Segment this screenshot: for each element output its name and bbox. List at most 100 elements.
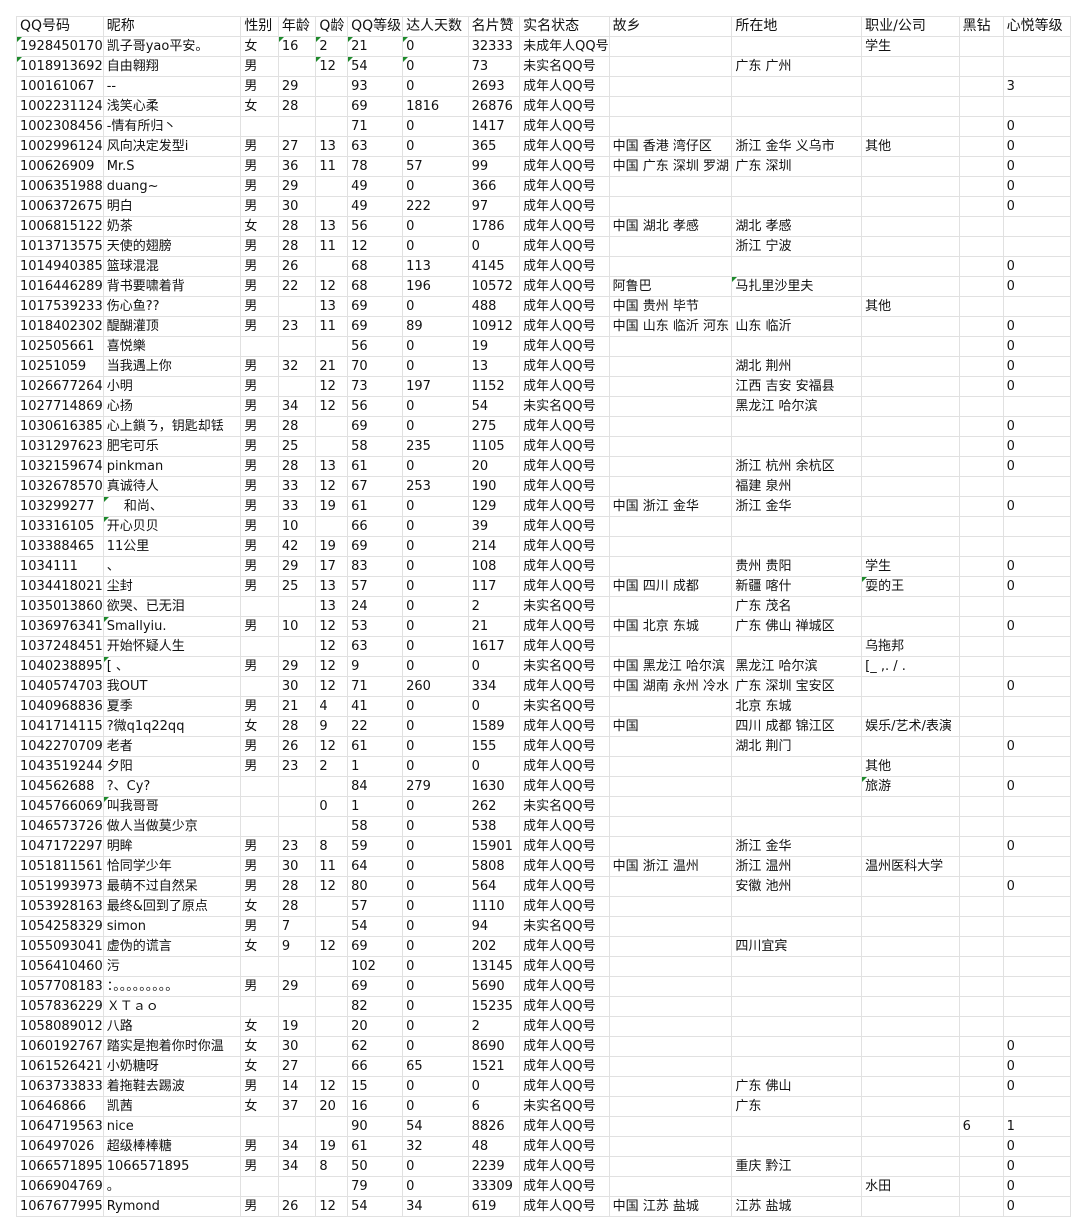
cell-black-diamond[interactable]: [958, 616, 1004, 637]
cell-qq-level[interactable]: 54: [347, 56, 404, 77]
cell-black-diamond[interactable]: [958, 816, 1004, 837]
cell-qq-age[interactable]: 12: [315, 56, 349, 77]
cell-qq-age[interactable]: [315, 996, 349, 1017]
cell-gender[interactable]: [240, 776, 279, 797]
cell-age[interactable]: [277, 776, 317, 797]
cell-xinyue-level[interactable]: [1002, 936, 1071, 957]
cell-xinyue-level[interactable]: [1002, 816, 1071, 837]
cell-black-diamond[interactable]: [958, 856, 1004, 877]
cell-age[interactable]: 29: [277, 976, 317, 997]
cell-realname-status[interactable]: 成年人QQ号: [519, 376, 610, 397]
cell-age[interactable]: 30: [277, 676, 317, 697]
cell-realname-status[interactable]: 成年人QQ号: [519, 1196, 610, 1217]
cell-hometown[interactable]: 中国 黑龙江 哈尔滨: [608, 656, 733, 677]
cell-card-likes[interactable]: 21: [467, 616, 521, 637]
cell-occupation[interactable]: [861, 156, 960, 177]
cell-occupation[interactable]: [861, 416, 960, 437]
cell-qq-number[interactable]: 1055093041: [16, 936, 104, 957]
cell-occupation[interactable]: [861, 616, 960, 637]
cell-qq-level[interactable]: 69: [347, 296, 404, 317]
cell-realname-status[interactable]: 成年人QQ号: [519, 156, 610, 177]
cell-age[interactable]: 28: [277, 236, 317, 257]
cell-qq-level[interactable]: 54: [347, 1196, 404, 1217]
cell-expert-days[interactable]: 279: [402, 776, 469, 797]
cell-card-likes[interactable]: 39: [467, 516, 521, 537]
cell-hometown[interactable]: [608, 436, 733, 457]
cell-xinyue-level[interactable]: [1002, 596, 1071, 617]
cell-gender[interactable]: 女: [240, 936, 279, 957]
cell-location[interactable]: [731, 1136, 863, 1157]
cell-black-diamond[interactable]: [958, 76, 1004, 97]
cell-realname-status[interactable]: 成年人QQ号: [519, 1156, 610, 1177]
cell-expert-days[interactable]: 0: [402, 216, 469, 237]
cell-occupation[interactable]: [861, 1016, 960, 1037]
cell-hometown[interactable]: 阿鲁巴: [608, 276, 733, 297]
cell-qq-age[interactable]: 8: [315, 1156, 349, 1177]
cell-nickname[interactable]: 伤心鱼??: [102, 296, 242, 317]
cell-occupation[interactable]: [_ ,. / .: [861, 656, 960, 677]
cell-xinyue-level[interactable]: [1002, 656, 1071, 677]
cell-hometown[interactable]: 中国 广东 深圳 罗湖: [608, 156, 733, 177]
cell-gender[interactable]: 男: [240, 1136, 279, 1157]
cell-occupation[interactable]: [861, 196, 960, 217]
cell-hometown[interactable]: [608, 96, 733, 117]
cell-expert-days[interactable]: 253: [402, 476, 469, 497]
cell-nickname[interactable]: 开始怀疑人生: [102, 636, 242, 657]
cell-occupation[interactable]: [861, 356, 960, 377]
cell-black-diamond[interactable]: [958, 596, 1004, 617]
cell-nickname[interactable]: 欲哭、已无泪: [102, 596, 242, 617]
cell-hometown[interactable]: [608, 956, 733, 977]
cell-qq-age[interactable]: [315, 96, 349, 117]
cell-qq-level[interactable]: 58: [347, 436, 404, 457]
cell-card-likes[interactable]: 33309: [467, 1176, 521, 1197]
cell-xinyue-level[interactable]: [1002, 236, 1071, 257]
column-header-card-likes[interactable]: 名片赞: [467, 16, 521, 37]
cell-qq-age[interactable]: [315, 976, 349, 997]
cell-black-diamond[interactable]: [958, 396, 1004, 417]
cell-qq-level[interactable]: 83: [347, 556, 404, 577]
cell-realname-status[interactable]: 未实名QQ号: [519, 56, 610, 77]
cell-qq-level[interactable]: 90: [347, 1116, 404, 1137]
cell-xinyue-level[interactable]: 0: [1002, 316, 1071, 337]
cell-expert-days[interactable]: 1816: [402, 96, 469, 117]
cell-gender[interactable]: 女: [240, 1096, 279, 1117]
cell-gender[interactable]: 男: [240, 536, 279, 557]
cell-hometown[interactable]: [608, 336, 733, 357]
cell-nickname[interactable]: 最萌不过自然呆: [102, 876, 242, 897]
cell-qq-number[interactable]: 10646866: [16, 1096, 104, 1117]
cell-card-likes[interactable]: 10912: [467, 316, 521, 337]
cell-gender[interactable]: [240, 956, 279, 977]
cell-gender[interactable]: 男: [240, 376, 279, 397]
cell-occupation[interactable]: [861, 916, 960, 937]
cell-card-likes[interactable]: 366: [467, 176, 521, 197]
cell-card-likes[interactable]: 54: [467, 396, 521, 417]
cell-qq-level[interactable]: 70: [347, 356, 404, 377]
cell-age[interactable]: 32: [277, 356, 317, 377]
cell-xinyue-level[interactable]: 0: [1002, 436, 1071, 457]
cell-qq-age[interactable]: 12: [315, 656, 349, 677]
cell-qq-level[interactable]: 66: [347, 1056, 404, 1077]
cell-gender[interactable]: 男: [240, 556, 279, 577]
cell-card-likes[interactable]: 2239: [467, 1156, 521, 1177]
cell-realname-status[interactable]: 未实名QQ号: [519, 916, 610, 937]
cell-nickname[interactable]: 八路: [102, 1016, 242, 1037]
cell-gender[interactable]: 男: [240, 756, 279, 777]
cell-black-diamond[interactable]: [958, 1196, 1004, 1217]
cell-qq-number[interactable]: 1063733833: [16, 1076, 104, 1097]
cell-location[interactable]: 江苏 盐城: [731, 1196, 863, 1217]
cell-black-diamond[interactable]: [958, 276, 1004, 297]
cell-qq-number[interactable]: 1034111: [16, 556, 104, 577]
cell-expert-days[interactable]: 0: [402, 1036, 469, 1057]
cell-age[interactable]: [277, 1176, 317, 1197]
cell-qq-age[interactable]: 12: [315, 676, 349, 697]
cell-nickname[interactable]: 篮球混混: [102, 256, 242, 277]
cell-gender[interactable]: 男: [240, 516, 279, 537]
cell-card-likes[interactable]: 8690: [467, 1036, 521, 1057]
cell-nickname[interactable]: simon: [102, 916, 242, 937]
cell-nickname[interactable]: 、: [102, 556, 242, 577]
column-header-qq-age[interactable]: Q龄: [315, 16, 349, 37]
cell-gender[interactable]: 男: [240, 356, 279, 377]
cell-age[interactable]: 30: [277, 196, 317, 217]
column-header-hometown[interactable]: 故乡: [608, 16, 733, 37]
cell-card-likes[interactable]: 0: [467, 656, 521, 677]
